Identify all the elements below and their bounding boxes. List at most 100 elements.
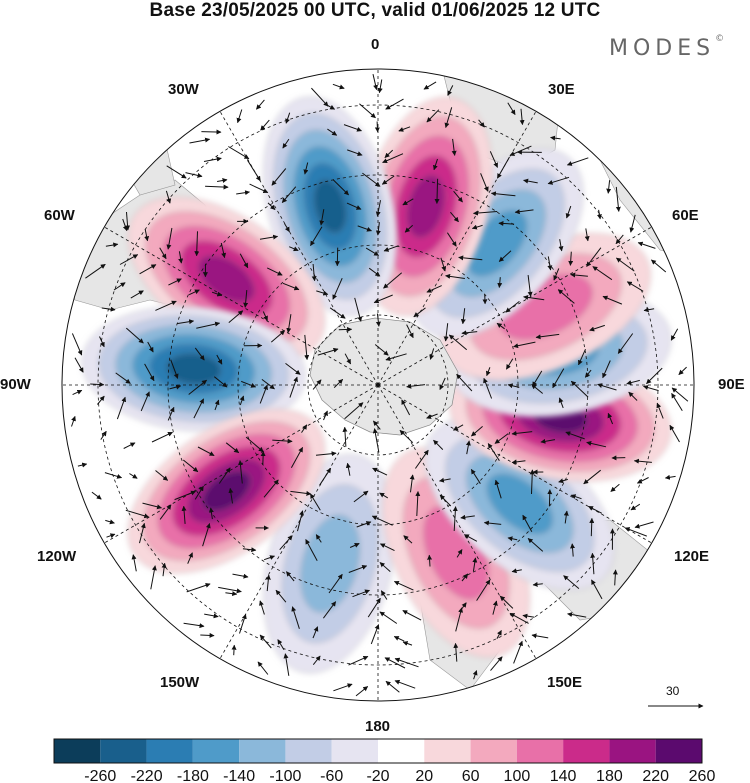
wind-arrow [380,590,388,600]
wind-arrow [187,552,193,564]
wind-arrow [105,242,119,248]
colorbar-label: 260 [689,768,716,783]
wind-arrow [185,172,203,178]
wind-arrow [332,179,349,196]
wind-arrow [570,380,589,398]
wind-arrow [183,622,205,629]
wind-arrow [290,490,312,496]
colorbar-swatch [563,739,610,763]
anomaly-contour-line [263,454,397,674]
wind-arrow [433,439,444,450]
colorbar-label: 220 [642,768,669,783]
wind-arrow [496,630,502,640]
anomaly-contour [406,175,445,238]
wind-arrow [615,257,635,272]
colorbar-label: 20 [415,768,433,783]
wind-arrow [319,209,325,226]
wind-arrow [348,565,368,573]
wind-arrow [384,149,394,158]
colorbar-label: -180 [177,768,209,783]
wind-arrow [489,151,498,168]
wind-arrow [354,297,363,322]
wind-arrow [349,543,360,548]
anomaly-contour-line [172,446,281,536]
wind-arrow [591,579,603,600]
colorbar-swatch [146,739,193,763]
wind-arrow [547,256,553,271]
colorbar-swatch [239,739,286,763]
wind-arrow [522,613,535,619]
anomaly-contour [486,473,553,534]
wind-arrow [612,569,618,586]
wind-arrow [348,655,369,666]
wind-arrow [362,172,381,187]
wind-arrow [452,424,464,431]
colorbar-swatch [331,739,378,763]
wind-arrow [241,380,257,388]
wind-arrow [131,554,137,572]
wind-arrow [275,589,287,603]
wind-arrow [439,494,452,507]
anomaly-contour-line [132,334,255,404]
wind-arrow [563,510,569,524]
meridian-line [219,384,379,659]
colorbar-label: 180 [596,768,623,783]
wind-arrow [125,327,144,344]
wind-arrow [423,81,437,90]
wind-arrow [347,149,363,157]
wind-arrow [265,574,271,592]
wind-arrow [511,568,522,574]
wind-arrow [498,220,515,226]
wind-arrow [71,415,76,427]
wind-arrow [505,358,514,370]
wind-arrow [257,661,269,675]
wind-arrow [239,613,247,634]
wind-arrow [232,573,249,579]
wind-arrow [531,633,549,639]
wind-arrow [189,137,211,144]
chart-title: Base 23/05/2025 00 UTC, valid 01/06/2025… [149,0,601,21]
map-border [61,68,695,702]
colorbar-label: -260 [84,768,116,783]
wind-arrow [374,121,380,133]
wind-arrow [165,190,172,204]
wind-arrow [630,503,641,511]
colorbar-label: -60 [320,768,343,783]
wind-arrow [279,535,293,551]
wind-arrow [547,176,570,185]
wind-arrow [455,607,464,632]
wind-arrow [471,224,483,230]
wind-arrow [483,377,493,399]
wind-arrow [494,433,509,444]
wind-arrow [472,670,478,680]
wind-arrow [558,478,568,484]
wind-arrow [570,543,576,557]
latitude-circle [307,314,449,456]
wind-arrow [465,440,471,455]
wind-arrow [267,202,276,210]
meridian-line [377,226,652,386]
wind-arrow [584,369,592,378]
wind-arrow [404,224,414,233]
wind-arrow [239,395,245,406]
anomaly-contour-line [166,353,221,385]
wind-arrow [529,469,535,495]
wind-arrow [494,479,502,499]
anomaly-contour [202,471,251,511]
wind-arrow [643,385,659,392]
wind-arrow [170,359,179,379]
wind-arrow [344,402,364,420]
anomaly-contour-line [394,155,457,258]
wind-arrow [317,347,339,356]
wind-arrow [382,153,404,164]
wind-arrow [565,431,585,440]
wind-arrow [592,266,613,281]
wind-arrow [77,462,88,468]
wind-arrow [359,103,376,119]
wind-arrow [656,402,664,419]
wind-arrow [166,227,173,250]
wind-arrow [450,211,459,223]
wind-arrow [74,357,84,373]
wind-arrow [218,467,231,484]
